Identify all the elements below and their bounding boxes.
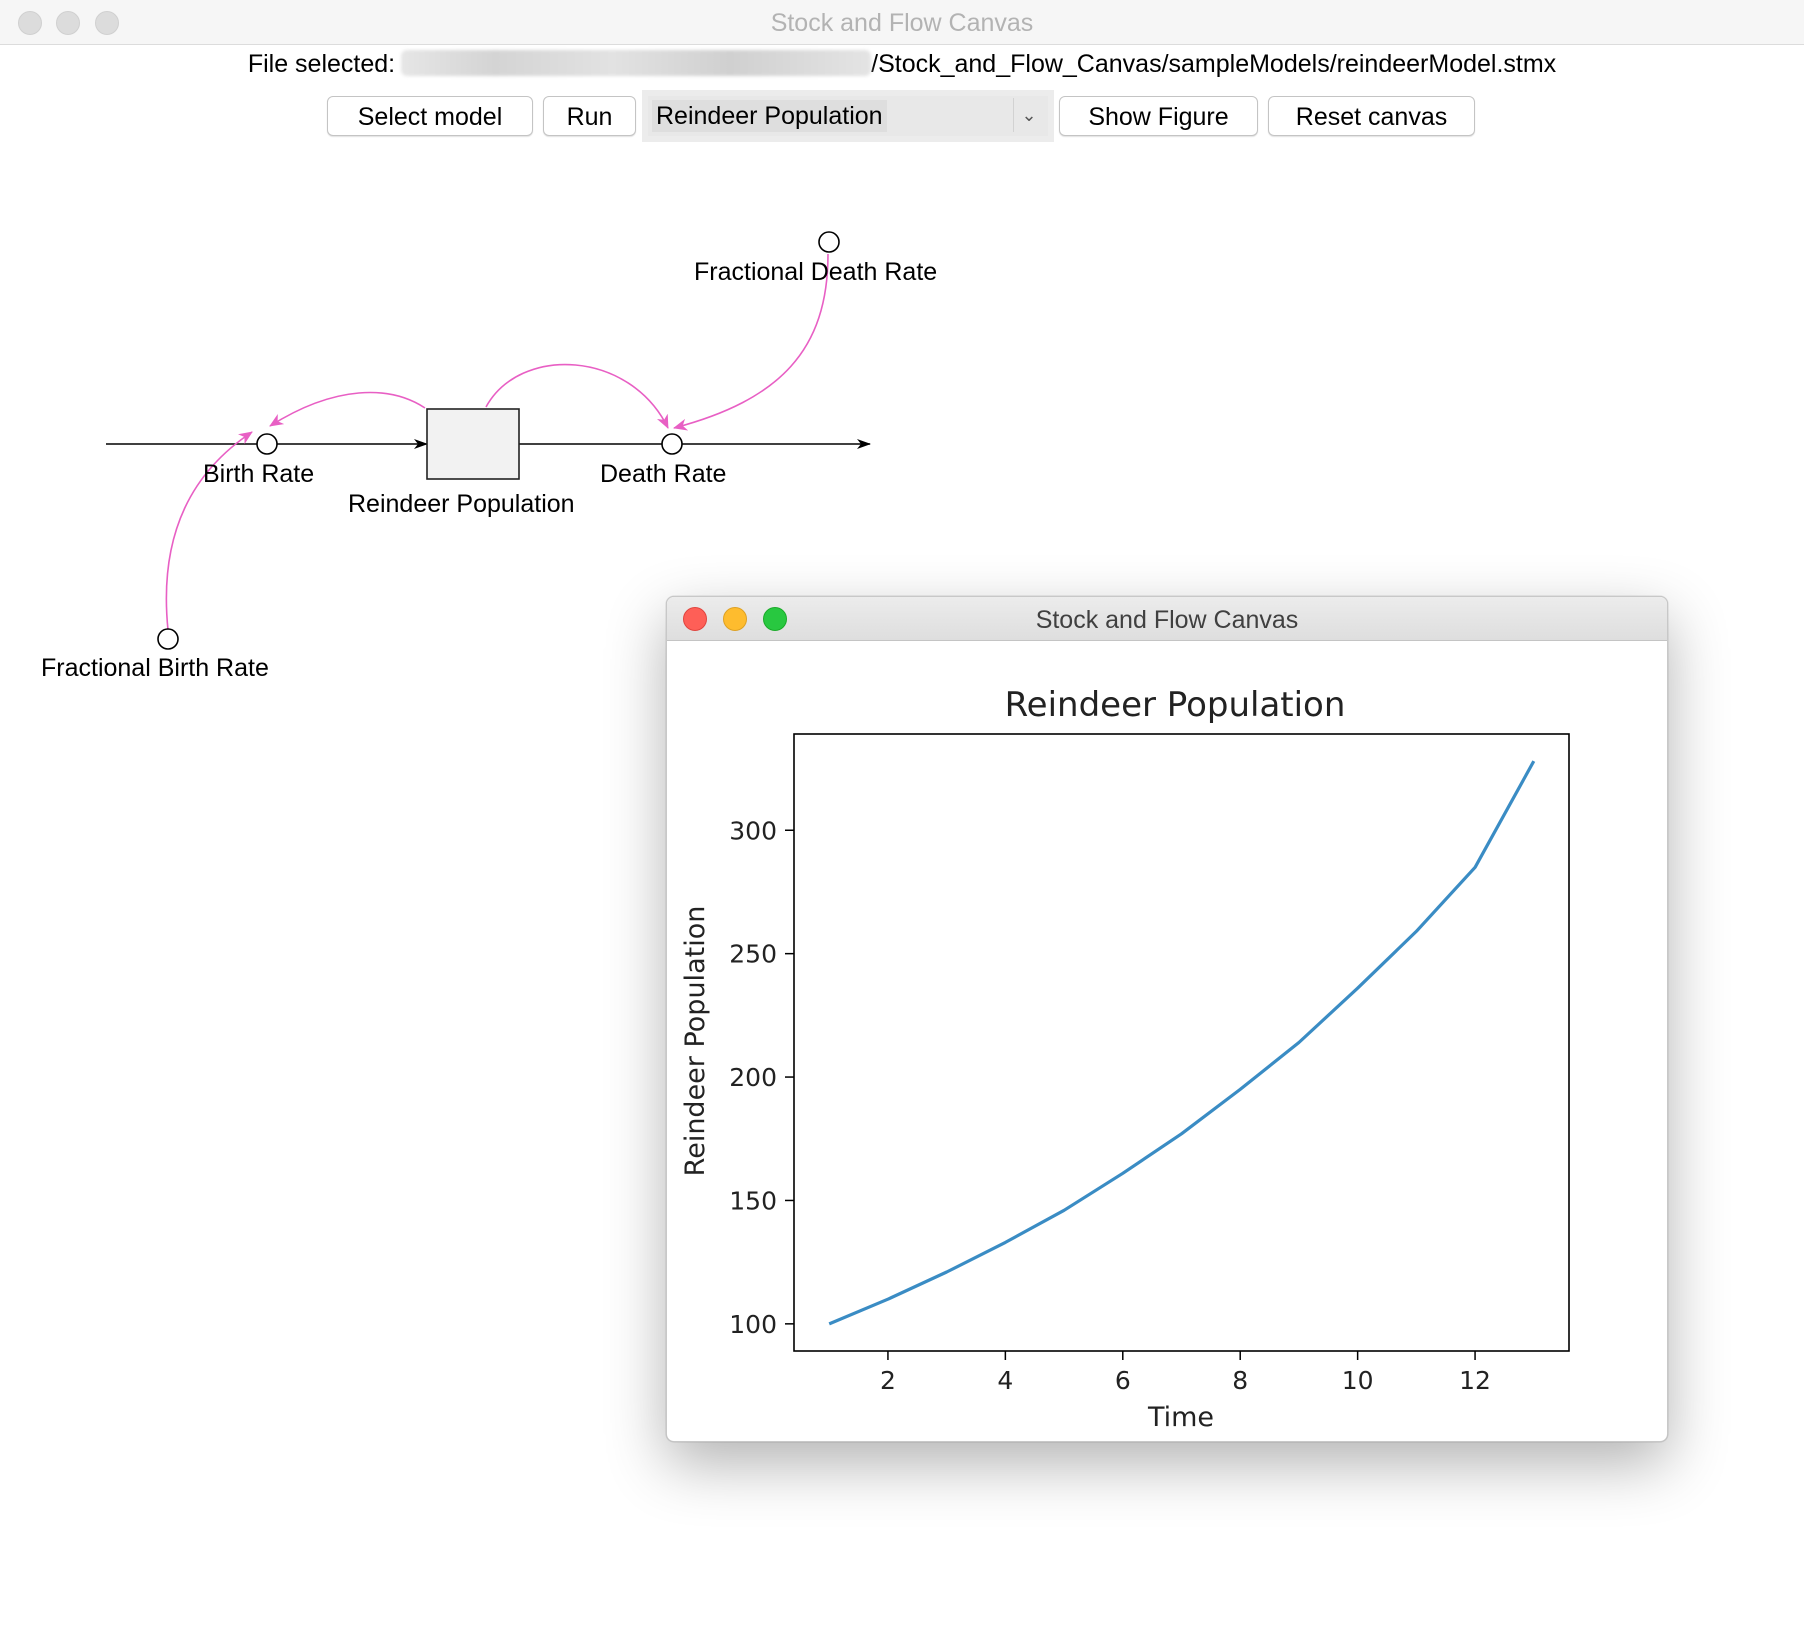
figure-title-bar[interactable]: Stock and Flow Canvas — [667, 597, 1667, 641]
stock-reindeer-population[interactable] — [426, 408, 520, 480]
death-rate-valve[interactable] — [661, 433, 683, 455]
window-title: Stock and Flow Canvas — [770, 9, 1034, 37]
y-axis-ticks: 100 150 200 250 300 — [729, 816, 794, 1339]
stock-label: Reindeer Population — [348, 490, 575, 518]
fractional-birth-rate-node[interactable] — [157, 628, 179, 650]
link-fractional-birth-to-birth-rate[interactable] — [165, 431, 253, 631]
variable-select[interactable]: Reindeer Population ⌄ — [642, 90, 1054, 142]
x-tick-label: 12 — [1459, 1366, 1491, 1395]
y-axis-label: Reindeer Population — [680, 906, 711, 1177]
figure-zoom-button[interactable] — [763, 607, 787, 631]
x-axis-label: Time — [1147, 1402, 1214, 1433]
fractional-death-rate-node[interactable] — [818, 231, 840, 253]
run-button[interactable]: Run — [543, 96, 636, 136]
x-tick-label: 2 — [880, 1366, 896, 1395]
figure-window-title: Stock and Flow Canvas — [1035, 606, 1299, 634]
link-fractional-death-to-death-rate[interactable] — [673, 253, 829, 431]
y-tick-label: 300 — [729, 816, 777, 845]
y-tick-label: 100 — [729, 1310, 777, 1339]
select-model-button[interactable]: Select model — [327, 96, 533, 136]
y-tick-label: 150 — [729, 1186, 777, 1215]
series-line-0 — [828, 760, 1536, 1326]
variable-select-value: Reindeer Population — [652, 100, 887, 132]
fractional-birth-rate-label: Fractional Birth Rate — [41, 654, 269, 682]
link-stock-to-death-rate[interactable] — [485, 363, 669, 429]
file-selected-row: File selected: /Stock_and_Flow_Canvas/sam… — [0, 50, 1804, 79]
series-layer — [828, 760, 1536, 1326]
line-chart: Reindeer Population 2 4 6 8 10 12 100 150 200 25… — [680, 685, 1570, 1433]
x-tick-label: 4 — [997, 1366, 1013, 1395]
minimize-window-button[interactable] — [56, 11, 80, 35]
close-window-button[interactable] — [18, 11, 42, 35]
birth-rate-valve[interactable] — [256, 433, 278, 455]
figure-window: Stock and Flow Canvas Reindeer Populatio… — [666, 596, 1668, 1442]
file-selected-label: File selected: — [247, 50, 396, 78]
fractional-death-rate-label: Fractional Death Rate — [694, 258, 938, 286]
chart-title: Reindeer Population — [1005, 685, 1346, 725]
variable-select-box[interactable]: Reindeer Population ⌄ — [648, 96, 1048, 136]
toolbar: Select model Run Reindeer Population ⌄ S… — [0, 90, 1804, 142]
death-rate-label: Death Rate — [600, 460, 727, 488]
y-tick-label: 250 — [729, 940, 777, 969]
blurred-path-prefix — [401, 50, 872, 76]
show-figure-button[interactable]: Show Figure — [1059, 96, 1258, 136]
birth-rate-label: Birth Rate — [203, 460, 315, 488]
zoom-window-button[interactable] — [95, 11, 119, 35]
file-path: /Stock_and_Flow_Canvas/sampleModels/rein… — [871, 50, 1557, 78]
figure-minimize-button[interactable] — [723, 607, 747, 631]
link-stock-to-birth-rate[interactable] — [269, 391, 426, 427]
reset-canvas-button[interactable]: Reset canvas — [1268, 96, 1475, 136]
plot-area — [793, 733, 1570, 1352]
y-tick-label: 200 — [729, 1063, 777, 1092]
x-tick-label: 10 — [1342, 1366, 1374, 1395]
title-bar[interactable]: Stock and Flow Canvas — [0, 0, 1804, 45]
x-tick-label: 6 — [1115, 1366, 1131, 1395]
x-axis-ticks: 2 4 6 8 10 12 — [880, 1351, 1491, 1395]
chevron-down-icon[interactable]: ⌄ — [1013, 98, 1044, 132]
x-tick-label: 8 — [1232, 1366, 1248, 1395]
figure-close-button[interactable] — [683, 607, 707, 631]
